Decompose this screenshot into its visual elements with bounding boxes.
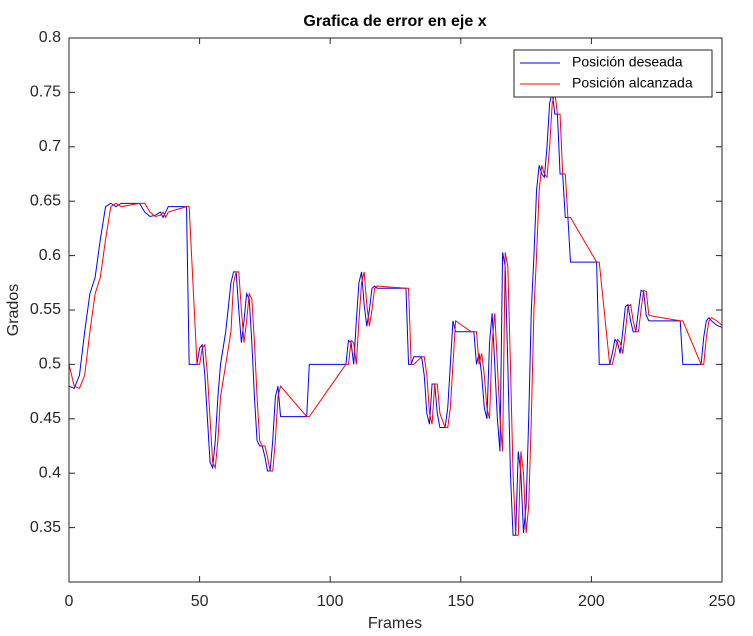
legend-label: Posición deseada [572, 54, 683, 70]
x-tick-label: 0 [65, 593, 74, 610]
y-tick-label: 0.75 [30, 84, 61, 101]
x-tick-label: 100 [317, 593, 344, 610]
y-axis-label: Grados [5, 284, 22, 336]
x-tick-label: 200 [578, 593, 605, 610]
legend-label: Posición alcanzada [572, 75, 693, 91]
y-tick-label: 0.55 [30, 301, 61, 318]
legend-box [513, 49, 713, 98]
y-tick-label: 0.7 [39, 138, 61, 155]
y-tick-label: 0.6 [39, 247, 61, 264]
series-line [68, 92, 723, 536]
x-axis-label: Frames [368, 615, 422, 632]
x-tick-label: 250 [709, 593, 736, 610]
y-tick-label: 0.8 [39, 29, 61, 46]
y-tick-label: 0.5 [39, 356, 61, 373]
x-tick-label: 50 [191, 593, 209, 610]
y-tick-label: 0.35 [30, 519, 61, 536]
x-tick-label: 150 [447, 593, 474, 610]
series-line [68, 92, 723, 536]
y-tick-label: 0.65 [30, 192, 61, 209]
y-tick-label: 0.45 [30, 410, 61, 427]
y-tick-label: 0.4 [39, 464, 61, 481]
chart-title: Grafica de error en eje x [303, 13, 486, 30]
plot-frame [68, 37, 723, 583]
